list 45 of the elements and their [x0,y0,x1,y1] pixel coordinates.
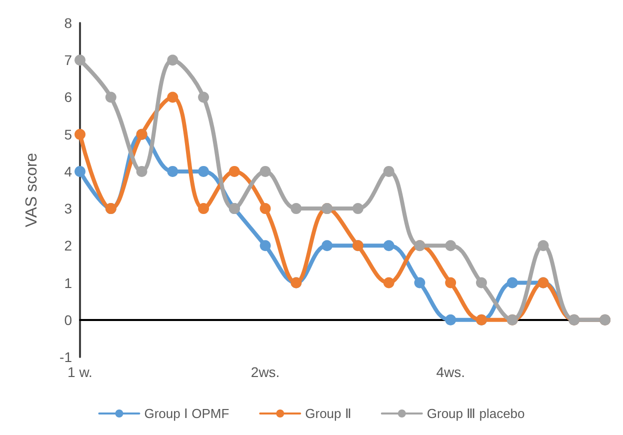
point [538,240,549,252]
y-tick-label: 2 [64,238,72,254]
y-tick-label: -1 [60,349,72,365]
x-tick-label: 2ws. [250,364,280,380]
point [322,240,333,252]
point [167,54,178,66]
point [198,92,210,103]
y-tick-label: 1 [64,274,72,291]
point [290,203,302,214]
y-tick-label: 8 [64,15,72,31]
point [445,240,456,252]
point [476,277,487,288]
point [105,92,116,103]
point [506,277,518,288]
legend-label: Group Ⅱ [305,406,351,421]
point [383,166,394,177]
y-tick-label: 5 [64,126,72,142]
point [74,128,86,140]
point [383,240,394,252]
point [260,166,271,177]
y-tick-label: 4 [64,163,72,180]
x-tick-label: 4ws. [436,364,465,380]
point [445,277,456,288]
point [445,314,456,326]
y-tick-label: 6 [64,89,72,106]
y-tick-label: 3 [64,200,72,217]
point [260,240,271,252]
legend-label: Group Ⅲ placebo [426,406,525,421]
point [136,166,148,177]
point [228,166,240,177]
point [414,277,426,288]
point [74,54,86,66]
legend-label: Group Ⅰ OPMF [144,406,230,421]
y-tick-label: 0 [64,312,72,328]
point [260,203,271,214]
point [352,203,364,214]
x-tick-label: 1 w. [68,364,92,380]
point [383,277,394,288]
point [167,92,178,103]
point [198,166,210,177]
point [198,203,210,214]
point [74,166,86,177]
y-tick-label: 7 [64,52,72,68]
point [167,166,178,177]
y-axis-title: VAS score [24,152,40,228]
